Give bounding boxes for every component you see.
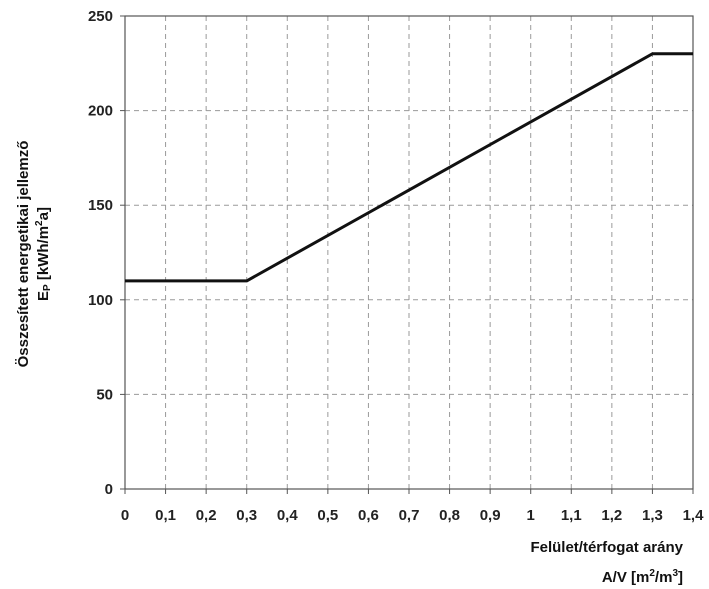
- series-layer: [125, 52, 693, 283]
- x-tick-label: 0,5: [317, 507, 338, 524]
- x-tick-label: 1,3: [642, 507, 663, 524]
- x-tick-label: 0: [121, 507, 129, 524]
- x-tick-label: 0,8: [439, 507, 460, 524]
- x-axis-title-line1: Felület/térfogat arány: [530, 539, 683, 556]
- y-tick-label: 50: [96, 386, 113, 403]
- grid-lines: [125, 16, 693, 489]
- y-tick-label: 200: [88, 103, 113, 120]
- x-tick-label: 1,2: [601, 507, 622, 524]
- x-tick-label: 0,7: [399, 507, 420, 524]
- y-axis-title-line2: EP [kWh/m2a]: [34, 207, 53, 301]
- y-tick-label: 0: [105, 481, 113, 498]
- y-tick-label: 250: [88, 8, 113, 25]
- x-tick-label: 0,3: [236, 507, 257, 524]
- x-tick-label: 0,6: [358, 507, 379, 524]
- x-tick-label: 0,1: [155, 507, 176, 524]
- x-tick-label: 1,4: [683, 507, 705, 524]
- series-line: [125, 52, 693, 283]
- x-tick-label: 0,4: [277, 507, 299, 524]
- x-tick-label: 0,9: [480, 507, 501, 524]
- y-tick-label: 150: [88, 197, 113, 214]
- x-tick-label: 1: [527, 507, 535, 524]
- y-tick-label: 100: [88, 292, 113, 309]
- x-tick-label: 0,2: [196, 507, 217, 524]
- axis-ticks: 0 0,1 0,2 0,3 0,4 0,5 0,6 0,7 0,8 0,9 1 1,1 1,2 1,3 1,…: [88, 8, 704, 524]
- x-axis-title-line2: A/V [m2/m3]: [602, 568, 683, 586]
- x-tick-label: 1,1: [561, 507, 582, 524]
- y-axis-title-line1: Összesített energetikai jellemző: [15, 141, 32, 368]
